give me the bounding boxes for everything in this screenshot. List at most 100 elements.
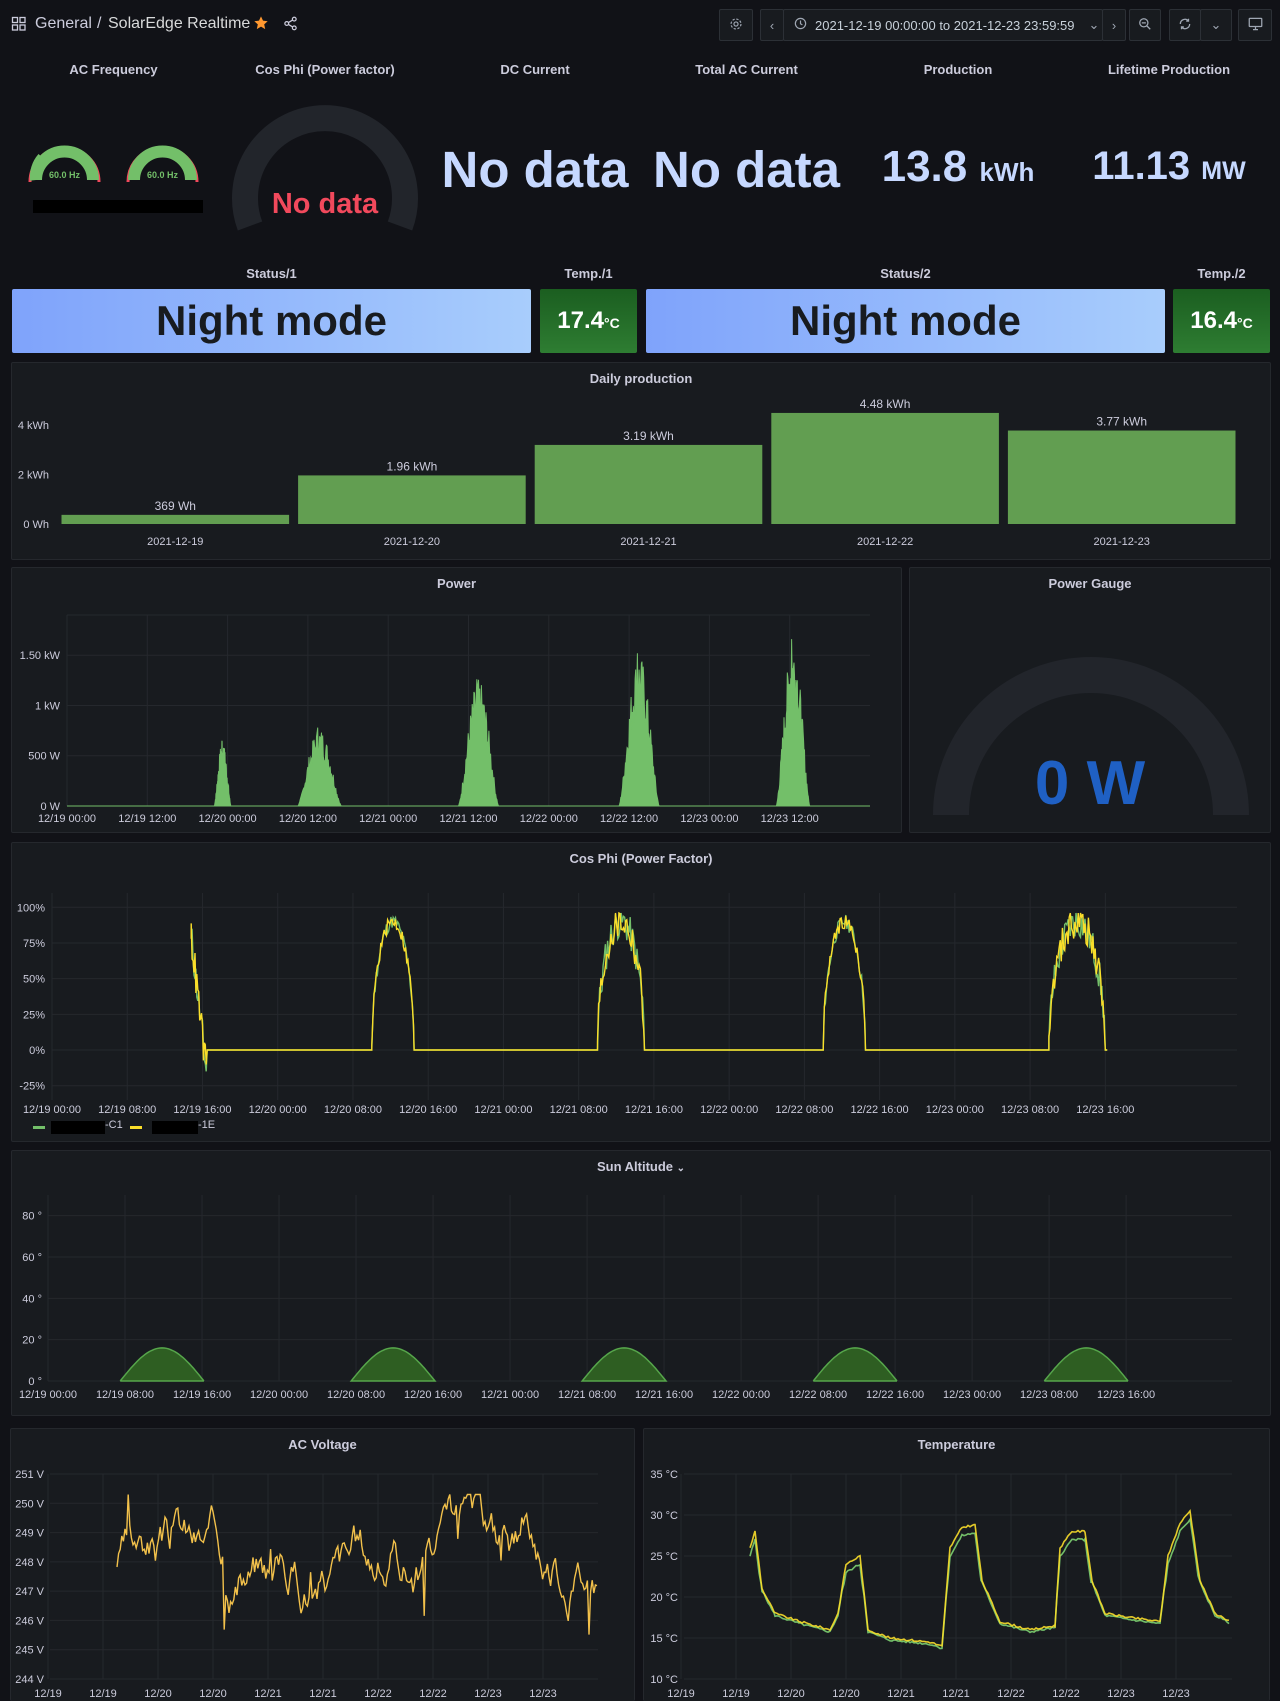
panel-title: Status/2 <box>880 266 931 281</box>
frequency-gauge-1-value: 60.0 Hz <box>48 170 81 180</box>
panel-title: Total AC Current <box>695 62 798 77</box>
refresh-button[interactable] <box>1169 9 1201 41</box>
temp-2-value: 16.4°C <box>1173 289 1270 353</box>
power-gauge <box>933 657 1249 816</box>
x-tick-label: 12/20 00:00 <box>199 813 257 825</box>
zoom-out-button[interactable] <box>1129 9 1161 41</box>
voltage-line <box>116 1493 598 1635</box>
power-gauge-value: 0 W <box>1034 749 1146 818</box>
x-tick-label: 12/19 <box>34 1688 62 1700</box>
panel-title: Daily production <box>589 371 693 386</box>
panel-title[interactable]: Sun Altitude ⌄ <box>12 1159 1270 1174</box>
breadcrumb-separator: / <box>97 15 102 32</box>
time-range-picker[interactable]: 2021-12-19 00:00:00 to 2021-12-23 23:59:… <box>783 9 1103 41</box>
power-area <box>213 740 232 807</box>
grid-icon[interactable] <box>11 16 26 36</box>
y-tick-label: 2 kWh <box>18 469 49 481</box>
x-tick-label: 2021-12-22 <box>857 536 913 548</box>
y-tick-label: 80 ° <box>22 1211 42 1223</box>
star-icon[interactable] <box>253 15 269 36</box>
x-tick-label: 12/21 00:00 <box>359 813 417 825</box>
sun-altitude-area <box>812 1347 898 1382</box>
y-tick-label: 30 °C <box>650 1510 678 1522</box>
power-area <box>296 727 343 807</box>
chevron-down-icon: ⌄ <box>676 1163 686 1174</box>
y-tick-label: 247 V <box>15 1586 44 1598</box>
x-tick-label: 12/20 16:00 <box>404 1389 462 1401</box>
refresh-interval-picker[interactable]: ⌄ <box>1200 9 1232 41</box>
dashboard-title[interactable]: SolarEdge Realtime <box>108 15 251 32</box>
bar <box>1007 430 1236 524</box>
x-tick-label: 12/19 16:00 <box>173 1104 231 1116</box>
x-tick-label: 12/19 08:00 <box>96 1389 154 1401</box>
x-tick-label: 12/20 00:00 <box>249 1104 307 1116</box>
y-tick-label: 15 °C <box>650 1633 678 1645</box>
frequency-gauge-2-value: 60.0 Hz <box>146 170 179 180</box>
x-tick-label: 12/23 00:00 <box>680 813 738 825</box>
legend-label-c1[interactable]: -C1 <box>105 1119 123 1131</box>
y-tick-label: 244 V <box>15 1674 44 1686</box>
frequency-gauge-1 <box>28 145 101 183</box>
bar <box>771 412 999 524</box>
x-tick-label: 12/21 16:00 <box>635 1389 693 1401</box>
zoom-out-icon <box>1138 17 1152 34</box>
time-range-label: 2021-12-19 00:00:00 to 2021-12-23 23:59:… <box>815 17 1075 33</box>
refresh-icon <box>1178 17 1192 34</box>
x-tick-label: 12/20 <box>777 1688 805 1700</box>
breadcrumb-folder[interactable]: General <box>35 15 92 32</box>
lifetime-number: 11.13 <box>1092 144 1191 188</box>
total-ac-current-value: No data <box>652 141 841 198</box>
sun-altitude-area <box>349 1347 437 1382</box>
y-tick-label: 75% <box>23 938 45 950</box>
sun-altitude-area <box>580 1347 668 1382</box>
x-tick-label: 12/19 <box>722 1688 750 1700</box>
x-tick-label: 12/22 <box>1052 1688 1080 1700</box>
chevron-down-icon: ⌄ <box>1088 17 1100 32</box>
x-tick-label: 12/19 00:00 <box>19 1389 77 1401</box>
ac-voltage-chart: 244 V 245 V 246 V 247 V 248 V 249 V 250 V 251 V… <box>15 1469 598 1700</box>
x-tick-label: 12/21 08:00 <box>558 1389 616 1401</box>
legend-label-1e[interactable]: -1E <box>198 1119 216 1131</box>
x-tick-label: 12/20 12:00 <box>279 813 337 825</box>
bar-value-label: 3.19 kWh <box>623 429 674 443</box>
x-tick-label: 12/21 12:00 <box>439 813 497 825</box>
x-tick-label: 2021-12-23 <box>1094 536 1150 548</box>
x-tick-label: 12/21 00:00 <box>481 1389 539 1401</box>
temp-1-value: 17.4°C <box>540 289 637 353</box>
panel-title: DC Current <box>500 62 570 77</box>
panel-title: Power Gauge <box>1048 576 1132 591</box>
x-tick-label: 12/22 00:00 <box>520 813 578 825</box>
y-tick-label: 10 °C <box>650 1674 678 1686</box>
x-tick-label: 12/22 <box>364 1688 392 1700</box>
settings-button[interactable] <box>719 9 753 41</box>
x-tick-label: 12/22 <box>419 1688 447 1700</box>
chevron-right-icon: › <box>1111 17 1117 33</box>
x-tick-label: 12/19 00:00 <box>38 813 96 825</box>
tv-mode-button[interactable] <box>1238 9 1272 41</box>
bar-value-label: 1.96 kWh <box>387 459 438 473</box>
legend-redacted <box>51 1121 105 1134</box>
x-tick-label: 12/23 <box>474 1688 502 1700</box>
x-tick-label: 12/19 <box>667 1688 695 1700</box>
y-tick-label: 1.50 kW <box>20 650 61 662</box>
temp-1-number: 17.4 <box>557 307 604 334</box>
x-tick-label: 12/23 08:00 <box>1001 1104 1059 1116</box>
time-shift-back-button[interactable]: ‹ <box>760 9 784 41</box>
time-shift-forward-button[interactable]: › <box>1102 9 1126 41</box>
panel-title: AC Voltage <box>288 1437 357 1452</box>
x-tick-label: 12/23 00:00 <box>926 1104 984 1116</box>
panel-title: Cos Phi (Power factor) <box>255 62 395 77</box>
y-tick-label: 100% <box>17 902 45 914</box>
x-tick-label: 12/21 00:00 <box>474 1104 532 1116</box>
lifetime-unit: MW <box>1201 157 1246 185</box>
y-tick-label: 500 W <box>28 751 60 763</box>
sun-altitude-chart: 0 ° 20 ° 40 ° 60 ° 80 ° 12/19 00:00 12/19 08:0… <box>19 1195 1232 1401</box>
clock-icon <box>794 17 807 33</box>
x-tick-label: 12/21 <box>942 1688 970 1700</box>
bar <box>534 444 763 524</box>
x-tick-label: 12/21 <box>309 1688 337 1700</box>
x-tick-label: 12/22 08:00 <box>775 1104 833 1116</box>
legend-swatch-c1 <box>33 1126 45 1129</box>
share-icon[interactable] <box>283 16 298 36</box>
